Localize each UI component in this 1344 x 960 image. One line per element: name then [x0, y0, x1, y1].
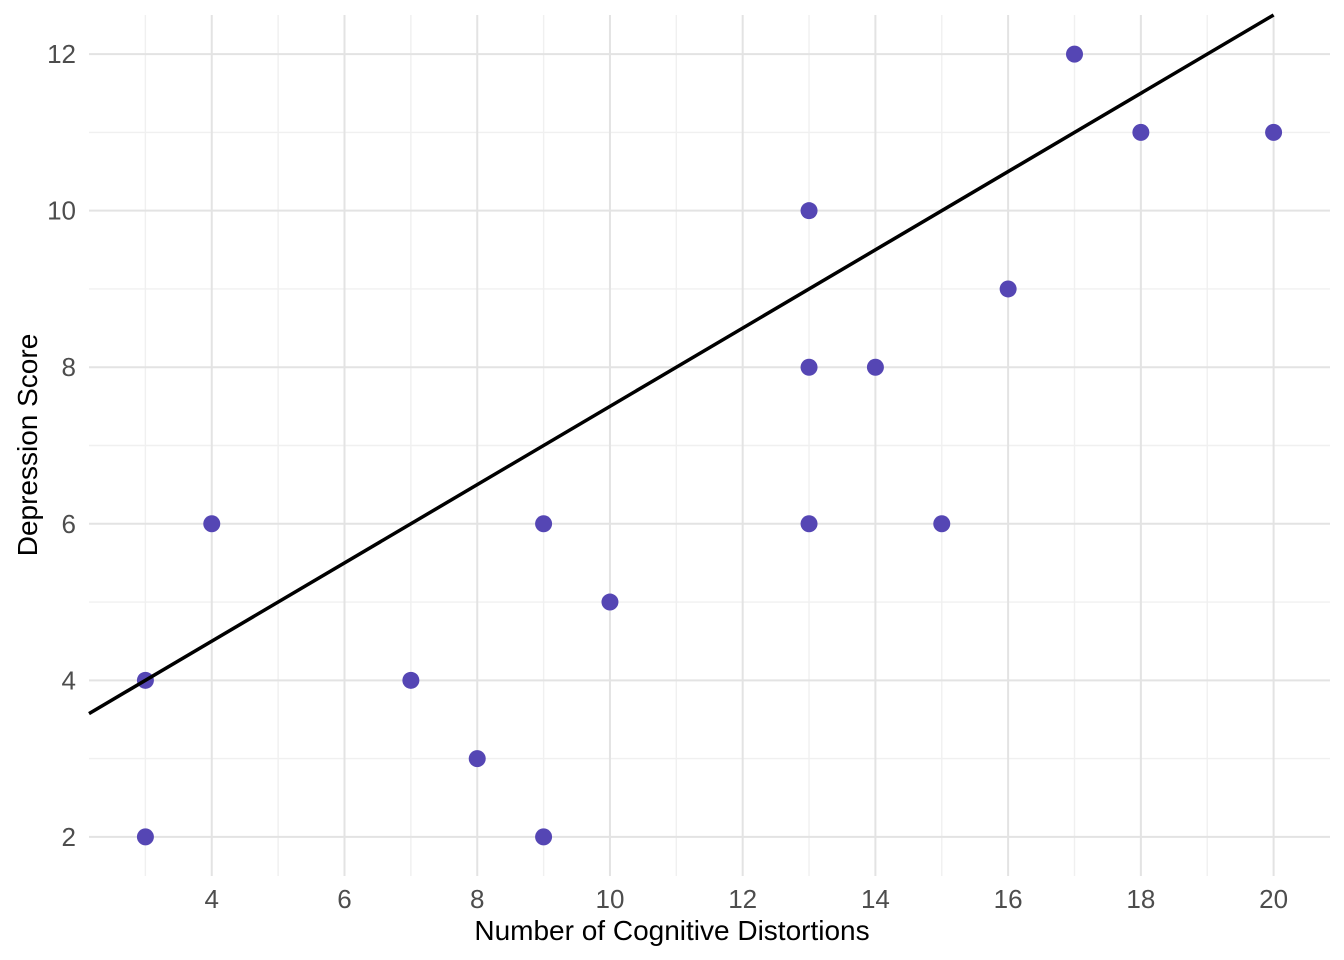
- data-point: [800, 358, 818, 376]
- data-point: [1066, 45, 1083, 63]
- x-tick-label: 8: [470, 884, 484, 914]
- y-tick-label: 12: [47, 39, 76, 69]
- x-tick-label: 18: [1126, 884, 1155, 914]
- y-tick-label: 10: [47, 196, 76, 226]
- data-point: [203, 515, 221, 533]
- data-point: [402, 671, 420, 689]
- y-tick-label: 6: [62, 509, 76, 539]
- y-tick-label: 4: [62, 665, 76, 695]
- y-axis-title: Depression Score: [12, 333, 43, 557]
- x-tick-label: 20: [1259, 884, 1288, 914]
- x-axis-title: Number of Cognitive Distortions: [474, 915, 870, 946]
- data-point: [601, 593, 619, 611]
- data-point: [535, 515, 553, 533]
- regression-line: [88, 13, 1275, 716]
- x-tick-label: 16: [994, 884, 1023, 914]
- data-point: [136, 828, 154, 846]
- x-tick-label: 6: [337, 884, 351, 914]
- y-tick-label: 8: [62, 352, 76, 382]
- x-tick-label: 10: [595, 884, 624, 914]
- data-point: [800, 202, 818, 220]
- data-point: [866, 358, 884, 376]
- data-point: [1265, 123, 1283, 141]
- x-tick-label: 4: [205, 884, 219, 914]
- data-point: [999, 280, 1017, 298]
- data-point: [800, 515, 818, 533]
- data-point: [1132, 123, 1150, 141]
- x-tick-label: 14: [861, 884, 890, 914]
- data-point: [535, 828, 553, 846]
- data-point: [933, 515, 951, 533]
- data-point: [468, 750, 486, 768]
- x-tick-label: 12: [728, 884, 757, 914]
- y-tick-label: 2: [62, 822, 76, 852]
